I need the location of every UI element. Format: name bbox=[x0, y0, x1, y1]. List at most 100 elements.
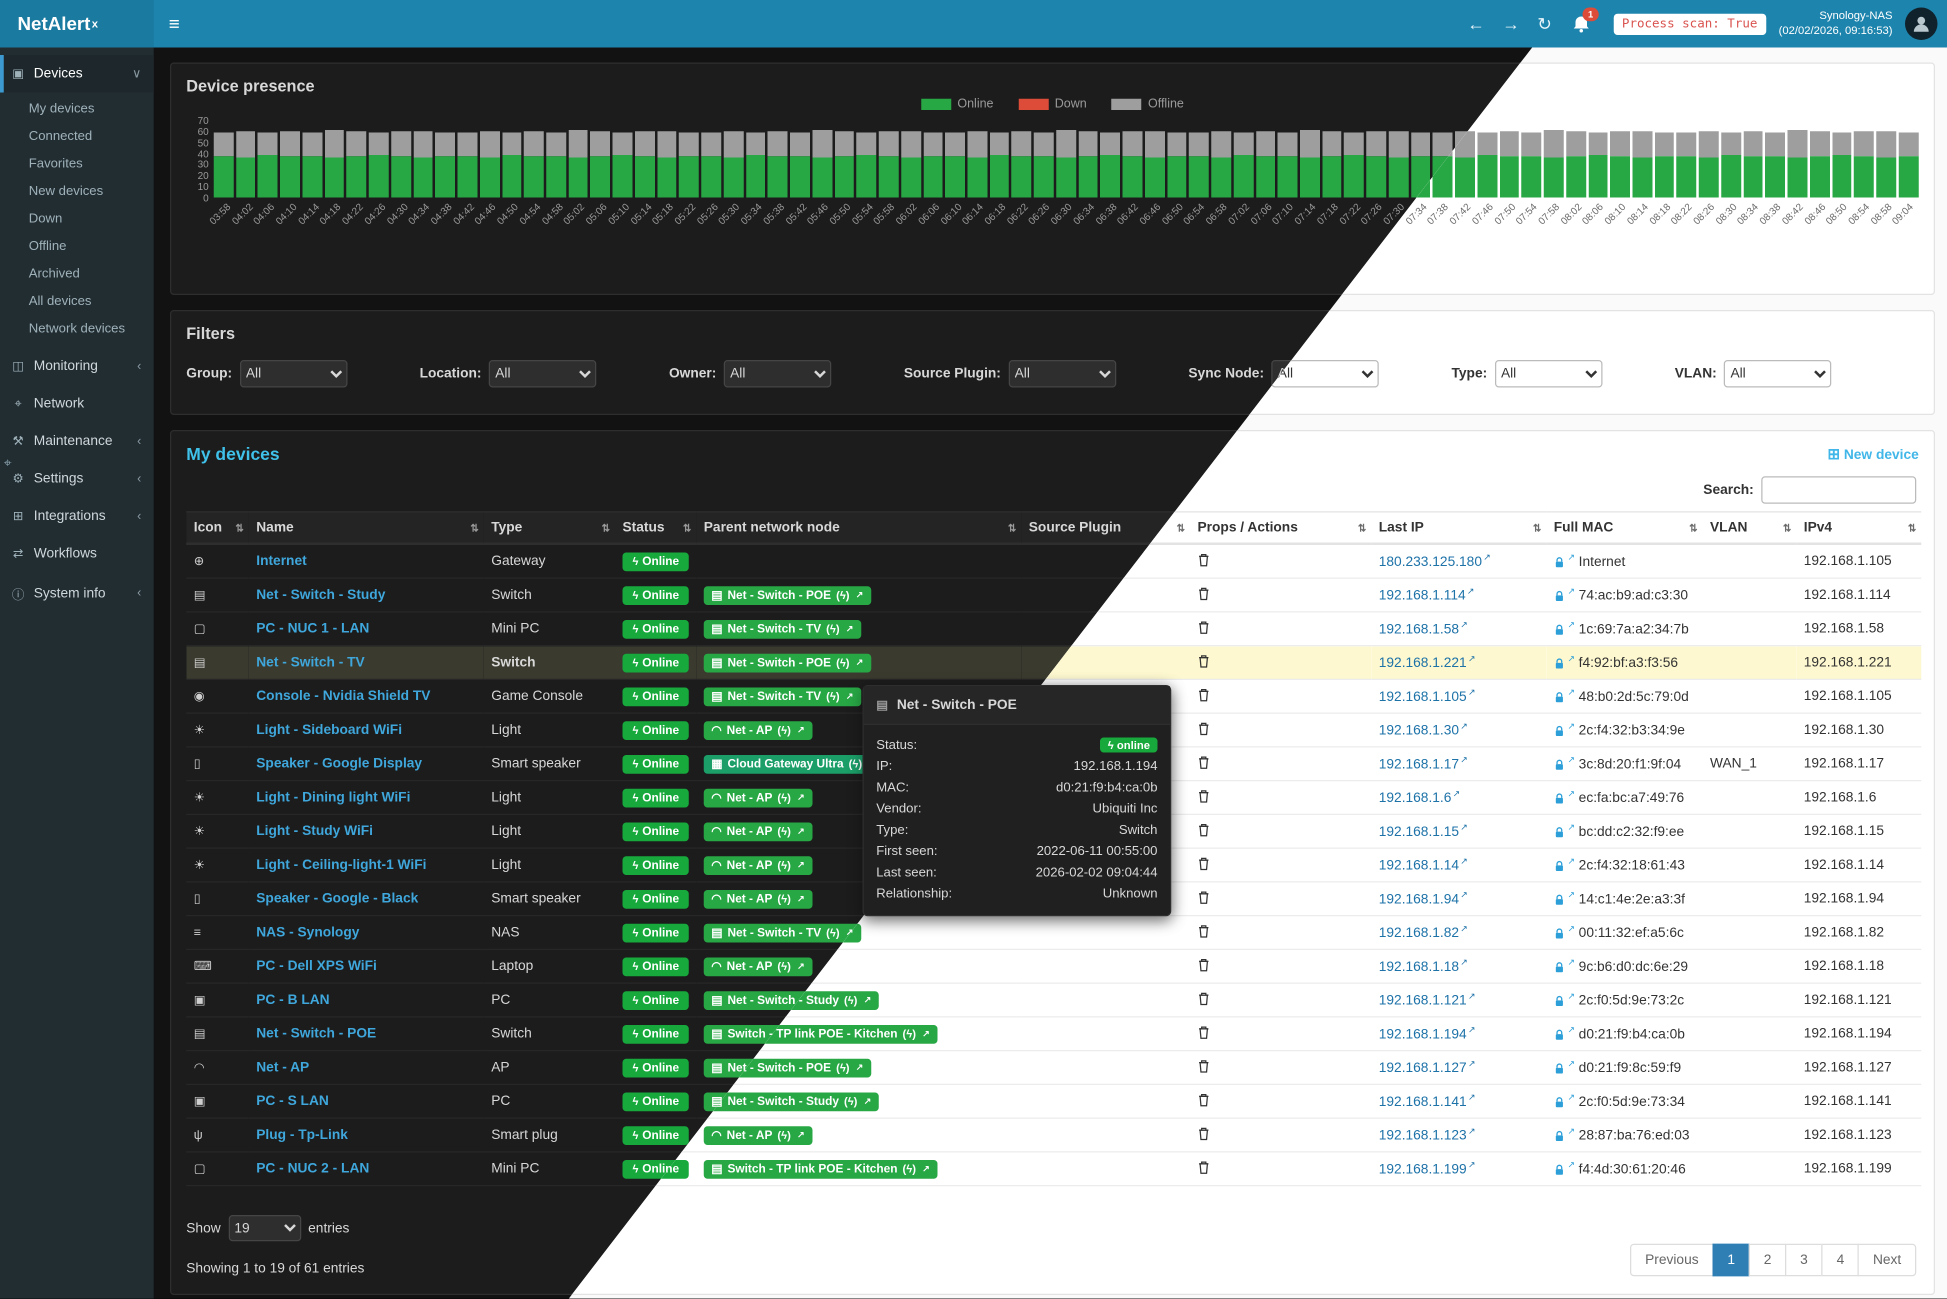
parent-node-badge[interactable]: ◠Net - AP (ϟ)↗ bbox=[703, 1125, 812, 1145]
parent-node-badge[interactable]: ◠Net - AP (ϟ)↗ bbox=[703, 956, 812, 976]
last-ip-link[interactable]: 192.168.1.6 bbox=[1378, 791, 1452, 807]
device-name-link[interactable]: PC - S LAN bbox=[256, 1093, 329, 1109]
lock-icon[interactable] bbox=[1554, 657, 1565, 670]
presence-bar[interactable] bbox=[235, 131, 256, 198]
presence-bar[interactable] bbox=[1876, 131, 1897, 198]
presence-bar[interactable] bbox=[1787, 130, 1808, 198]
presence-bar[interactable] bbox=[1233, 132, 1254, 198]
last-ip-link[interactable]: 192.168.1.17 bbox=[1378, 757, 1460, 773]
refresh-icon[interactable]: ↻ bbox=[1537, 13, 1552, 34]
delete-device-icon[interactable] bbox=[1198, 653, 1211, 668]
column-header-icon[interactable]: Icon⇅ bbox=[186, 511, 249, 545]
last-ip-link[interactable]: 192.168.1.199 bbox=[1378, 1162, 1467, 1178]
presence-bar[interactable] bbox=[812, 130, 832, 198]
presence-bar[interactable] bbox=[1122, 131, 1143, 198]
column-header-type[interactable]: Type⇅ bbox=[483, 511, 615, 545]
last-ip-link[interactable]: 192.168.1.141 bbox=[1378, 1094, 1467, 1110]
lock-icon[interactable] bbox=[1554, 826, 1565, 839]
sidebar-item-down[interactable]: Down bbox=[28, 211, 63, 227]
forward-arrow-icon[interactable]: → bbox=[1502, 13, 1520, 34]
presence-bar[interactable] bbox=[501, 132, 522, 198]
sidebar-item-network[interactable]: ⌖ Network bbox=[0, 385, 154, 423]
last-ip-link[interactable]: 192.168.1.30 bbox=[1378, 723, 1460, 739]
lock-icon[interactable] bbox=[1554, 1062, 1565, 1075]
parent-node-badge[interactable]: ▤Net - Switch - Study (ϟ)↗ bbox=[703, 1091, 879, 1111]
presence-bar[interactable] bbox=[900, 131, 921, 198]
device-name-link[interactable]: PC - B LAN bbox=[256, 992, 330, 1008]
delete-device-icon[interactable] bbox=[1198, 687, 1211, 702]
search-input[interactable] bbox=[1761, 476, 1917, 504]
sidebar-item-network-devices[interactable]: Network devices bbox=[28, 321, 126, 337]
presence-bar[interactable] bbox=[1898, 132, 1919, 198]
parent-node-badge[interactable]: ▤Net - Switch - POE (ϟ)↗ bbox=[703, 585, 871, 605]
lock-icon[interactable] bbox=[1554, 995, 1565, 1008]
presence-bar[interactable] bbox=[1610, 131, 1630, 198]
lock-icon[interactable] bbox=[1554, 1096, 1565, 1109]
pagination-page-1[interactable]: 1 bbox=[1712, 1243, 1750, 1277]
device-name-link[interactable]: Speaker - Google Display bbox=[256, 756, 423, 772]
delete-device-icon[interactable] bbox=[1198, 822, 1211, 837]
presence-bar[interactable] bbox=[479, 131, 500, 198]
sidebar-item-offline[interactable]: Offline bbox=[28, 238, 67, 254]
last-ip-link[interactable]: 192.168.1.18 bbox=[1378, 959, 1460, 975]
presence-bar[interactable] bbox=[346, 131, 367, 198]
pagination-page-2[interactable]: 2 bbox=[1748, 1243, 1787, 1277]
presence-bar[interactable] bbox=[1056, 130, 1076, 198]
device-name-link[interactable]: Console - Nvidia Shield TV bbox=[256, 688, 431, 704]
presence-bar[interactable] bbox=[568, 130, 589, 198]
presence-bar[interactable] bbox=[1499, 131, 1520, 198]
presence-bar[interactable] bbox=[1299, 130, 1320, 198]
presence-bar[interactable] bbox=[1189, 132, 1209, 198]
presence-bar[interactable] bbox=[701, 132, 722, 198]
sidebar-item-system-info[interactable]: ⓘ System info ‹ bbox=[11, 585, 142, 603]
column-header-last-ip[interactable]: Last IP⇅ bbox=[1371, 511, 1547, 545]
column-header-status[interactable]: Status⇅ bbox=[615, 511, 697, 545]
lock-icon[interactable] bbox=[1554, 894, 1565, 907]
sidebar-item-settings[interactable]: ⚙ Settings ‹ bbox=[0, 460, 154, 498]
last-ip-link[interactable]: 192.168.1.123 bbox=[1378, 1128, 1467, 1144]
pagination-page-3[interactable]: 3 bbox=[1785, 1243, 1823, 1277]
device-name-link[interactable]: Net - Switch - TV bbox=[256, 655, 365, 670]
parent-node-badge[interactable]: ▤Switch - TP link POE - Kitchen (ϟ)↗ bbox=[703, 1159, 938, 1179]
presence-bar[interactable] bbox=[945, 132, 965, 198]
lock-icon[interactable] bbox=[1554, 927, 1565, 940]
presence-bar[interactable] bbox=[590, 131, 611, 198]
presence-bar[interactable] bbox=[391, 131, 411, 198]
pagination-previous[interactable]: Previous bbox=[1630, 1243, 1714, 1277]
parent-node-badge[interactable]: ◠Net - AP (ϟ)↗ bbox=[703, 821, 812, 841]
lock-icon[interactable] bbox=[1554, 961, 1565, 974]
parent-node-badge[interactable]: ◠Net - AP (ϟ)↗ bbox=[703, 788, 812, 807]
last-ip-link[interactable]: 192.168.1.82 bbox=[1378, 926, 1460, 942]
delete-device-icon[interactable] bbox=[1198, 1024, 1211, 1039]
lock-icon[interactable] bbox=[1554, 1130, 1565, 1143]
presence-bar[interactable] bbox=[435, 132, 456, 198]
column-header-full-mac[interactable]: Full MAC⇅ bbox=[1546, 511, 1703, 545]
last-ip-link[interactable]: 192.168.1.114 bbox=[1378, 588, 1466, 604]
delete-device-icon[interactable] bbox=[1198, 889, 1211, 904]
presence-bar[interactable] bbox=[657, 131, 677, 198]
column-header-ipv4[interactable]: IPv4⇅ bbox=[1796, 511, 1922, 545]
sidebar-toggle-icon[interactable]: ≡ bbox=[168, 13, 180, 35]
delete-device-icon[interactable] bbox=[1198, 1126, 1211, 1141]
column-header-name[interactable]: Name⇅ bbox=[248, 511, 484, 545]
last-ip-link[interactable]: 192.168.1.14 bbox=[1378, 858, 1460, 874]
presence-bar[interactable] bbox=[1765, 132, 1786, 198]
lock-icon[interactable] bbox=[1554, 590, 1565, 603]
device-name-link[interactable]: NAS - Synology bbox=[256, 925, 360, 940]
presence-bar[interactable] bbox=[745, 132, 766, 198]
presence-bar[interactable] bbox=[634, 131, 655, 198]
last-ip-link[interactable]: 180.233.125.180 bbox=[1378, 554, 1482, 570]
parent-node-badge[interactable]: ◠Net - AP (ϟ)↗ bbox=[703, 855, 812, 875]
delete-device-icon[interactable] bbox=[1198, 1159, 1211, 1174]
presence-bar[interactable] bbox=[856, 132, 877, 198]
delete-device-icon[interactable] bbox=[1198, 721, 1211, 736]
presence-bar[interactable] bbox=[723, 131, 744, 198]
lock-icon[interactable] bbox=[1554, 1029, 1565, 1042]
device-name-link[interactable]: Net - Switch - Study bbox=[256, 587, 386, 603]
presence-bar[interactable] bbox=[1809, 131, 1830, 198]
presence-bar[interactable] bbox=[1388, 131, 1409, 198]
device-name-link[interactable]: PC - Dell XPS WiFi bbox=[256, 958, 377, 974]
filter-select-source-plugin[interactable]: All bbox=[1008, 360, 1116, 388]
filter-select-sync-node[interactable]: All bbox=[1271, 360, 1380, 388]
